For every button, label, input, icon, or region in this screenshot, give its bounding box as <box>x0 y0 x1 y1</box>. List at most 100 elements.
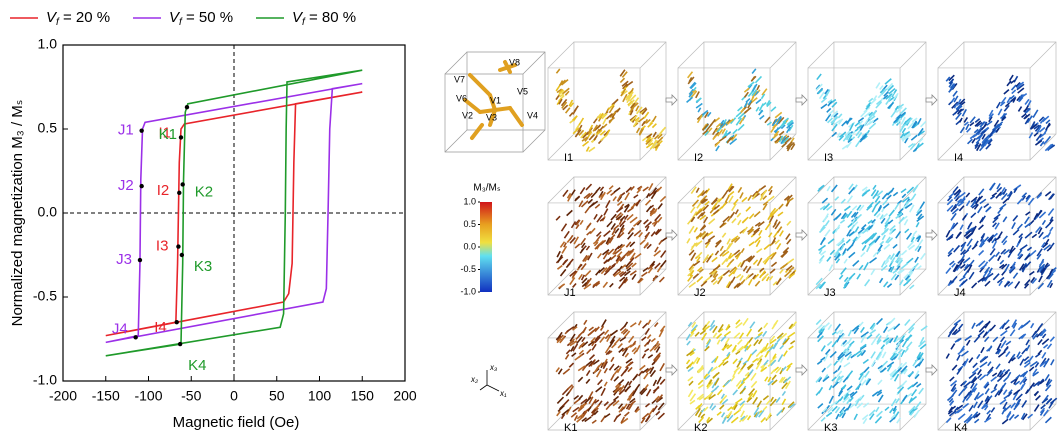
moment-arrow <box>950 383 957 392</box>
moment-arrow <box>1043 263 1051 270</box>
moment-arrow <box>955 103 962 110</box>
moment-arrow <box>766 101 772 108</box>
moment-arrow <box>883 281 889 288</box>
moment-arrow <box>1012 272 1019 279</box>
moment-arrow <box>971 377 978 384</box>
moment-arrow <box>653 250 662 257</box>
moment-arrow <box>889 416 896 423</box>
moment-arrow <box>753 406 760 416</box>
moment-arrow <box>1017 354 1023 360</box>
moment-arrow <box>963 381 972 388</box>
moment-arrow <box>875 82 881 89</box>
moment-arrow <box>894 337 901 343</box>
moment-arrow <box>1016 198 1023 205</box>
moment-arrow <box>823 213 829 222</box>
moment-arrow <box>863 111 871 118</box>
moment-arrow <box>950 97 956 103</box>
moment-arrow <box>713 204 720 210</box>
moment-arrow <box>766 121 772 126</box>
moment-arrow <box>567 194 573 202</box>
moment-arrow <box>688 281 697 288</box>
state-point <box>178 135 184 140</box>
moment-arrow <box>705 339 712 348</box>
moment-arrow <box>639 107 647 114</box>
moment-arrow <box>1003 88 1010 95</box>
moment-arrow <box>690 216 696 223</box>
moment-arrow <box>769 338 777 345</box>
moment-arrow <box>1043 344 1049 349</box>
moment-arrow <box>596 113 602 120</box>
moment-arrow <box>877 244 883 252</box>
moment-arrow <box>697 266 703 272</box>
moment-arrow <box>878 365 884 372</box>
cube-edge <box>769 41 797 69</box>
step-arrow <box>925 94 938 106</box>
moment-arrow <box>578 200 584 208</box>
moment-arrow <box>971 322 976 330</box>
moment-arrow <box>1041 242 1046 248</box>
moment-arrow <box>889 253 895 260</box>
moment-arrow <box>712 264 721 272</box>
moment-arrow <box>777 354 784 363</box>
moment-arrow <box>1043 409 1049 417</box>
moment-arrow <box>1009 94 1015 100</box>
moment-arrow <box>601 113 608 120</box>
moment-arrow <box>856 273 862 280</box>
x-tick-label: -100 <box>134 388 162 404</box>
moment-arrow <box>747 194 753 202</box>
moment-arrow <box>716 389 723 396</box>
moment-arrow <box>587 329 595 337</box>
moment-arrow <box>1010 97 1016 103</box>
moment-arrow <box>731 203 737 212</box>
moment-arrow <box>578 129 585 136</box>
moment-arrow <box>764 116 771 124</box>
moment-arrow <box>1017 249 1023 257</box>
moment-arrow <box>772 222 777 228</box>
moment-arrow <box>707 235 716 242</box>
moment-arrow <box>879 240 885 246</box>
moment-arrow <box>740 415 746 421</box>
moment-arrow <box>1044 374 1050 382</box>
moment-arrow <box>879 85 884 90</box>
moment-arrow <box>972 387 978 393</box>
moment-arrow <box>634 116 640 122</box>
moment-arrow <box>715 145 720 152</box>
moment-arrow <box>987 361 992 367</box>
moment-arrow <box>865 378 870 385</box>
moment-arrow <box>657 203 663 210</box>
moment-arrow <box>577 404 583 412</box>
moment-arrow <box>988 254 996 262</box>
moment-arrow <box>1023 114 1028 120</box>
moment-arrow <box>916 351 922 359</box>
moment-arrow <box>763 346 771 352</box>
moment-arrow <box>687 389 694 398</box>
moment-arrow <box>756 400 763 408</box>
moment-arrow <box>736 212 742 218</box>
moment-arrow <box>886 283 893 289</box>
moment-arrow <box>980 129 987 135</box>
moment-arrow <box>729 266 737 274</box>
moment-arrow <box>592 239 599 245</box>
moment-arrow <box>970 376 977 384</box>
moment-arrow <box>903 219 909 226</box>
moment-arrow <box>1025 107 1032 114</box>
moment-arrow <box>641 336 647 342</box>
moment-arrow <box>834 119 842 126</box>
moment-arrow <box>606 189 613 195</box>
moment-arrow <box>949 400 955 406</box>
moment-arrow <box>745 266 752 274</box>
moment-arrow <box>978 325 986 333</box>
moment-arrow <box>1013 187 1018 194</box>
moment-arrow <box>786 197 794 203</box>
moment-arrow <box>731 344 737 352</box>
moment-arrow <box>989 195 996 200</box>
moment-arrow <box>762 330 768 337</box>
moment-arrow <box>860 326 865 333</box>
moment-arrow <box>950 343 956 350</box>
moment-arrow <box>1034 362 1040 368</box>
moment-arrow <box>1041 219 1047 226</box>
moment-arrow <box>950 203 957 213</box>
node-label: V2 <box>462 110 473 120</box>
moment-arrow <box>608 116 615 124</box>
moment-arrow <box>963 385 968 392</box>
